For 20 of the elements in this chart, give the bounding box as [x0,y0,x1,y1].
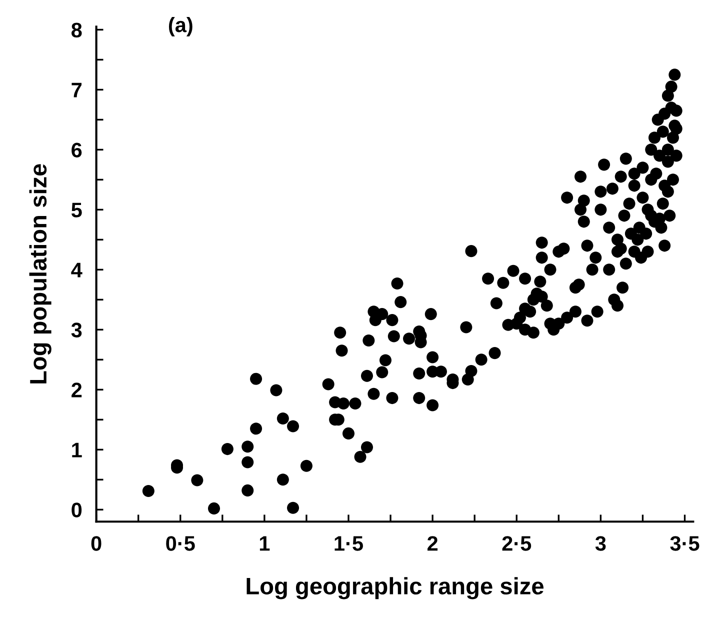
x-tick-label: 0·5 [166,536,195,551]
y-tick-label: 0 [72,502,82,518]
y-axis-title: Log population size [29,164,52,384]
y-tick-label: 4 [71,262,82,278]
y-tick-label: 8 [72,22,82,38]
x-tick-label: 2·5 [502,536,532,551]
x-tick-label: 3 [595,536,606,551]
y-tick-label: 7 [72,82,82,98]
x-tick-label: 2 [427,536,438,551]
y-tick-label: 5 [71,202,82,218]
x-tick-label: 0 [91,536,102,551]
y-tick-label: 3 [71,322,82,338]
x-tick-label: 3·5 [670,536,700,551]
chart-title: (a) [168,16,192,36]
y-tick-label: 1 [72,442,82,458]
y-tick-label: 2 [72,382,82,398]
x-tick-label: 1·5 [334,536,363,551]
y-tick-label: 6 [72,142,82,158]
x-axis-title: Log geographic range size [246,577,544,600]
x-tick-label: 1 [260,536,270,551]
